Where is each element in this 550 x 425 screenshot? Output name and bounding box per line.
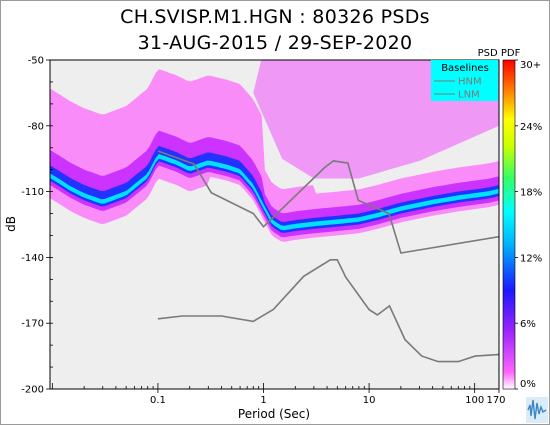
psd-density: [50, 60, 499, 242]
x-tick-label: 100: [465, 395, 484, 406]
y-tick-label: -50: [28, 56, 44, 67]
colorbar: [502, 59, 516, 390]
plot-border: [49, 59, 500, 390]
y-tick-label: -80: [28, 121, 44, 132]
legend-hnm-label: HNM: [458, 77, 482, 88]
colorbar-tick-label: 12%: [520, 253, 542, 264]
x-tick-label: 0.1: [150, 395, 166, 406]
x-tick-label: 10: [363, 395, 376, 406]
colorbar-tick-label: 24%: [520, 122, 542, 133]
x-tick-label: 170: [486, 395, 505, 406]
density-band-peak: [50, 154, 499, 231]
y-tick-label: -200: [21, 385, 44, 396]
x-axis-label: Period (Sec): [238, 407, 310, 421]
y-tick-label: -140: [21, 253, 44, 264]
colorbar-tick-label: 0%: [520, 379, 536, 390]
colorbar-tick-label: 18%: [520, 188, 542, 199]
y-axis-label: dB: [4, 216, 18, 232]
colorbar-tick-label: 30+: [520, 60, 541, 71]
y-tick-label: -110: [21, 187, 44, 198]
nhnm-line: [157, 150, 499, 254]
legend: Baselines HNM LNM: [431, 60, 498, 101]
logo-icon: [526, 397, 548, 423]
colorbar-tick-label: 6%: [520, 319, 536, 330]
nlnm-line: [157, 259, 499, 363]
chart-title: CH.SVISP.M1.HGN : 80326 PSDs: [120, 6, 430, 28]
colorbar-title: PSD PDF: [478, 48, 521, 59]
x-tick-label: 1: [260, 395, 266, 406]
legend-title: Baselines: [441, 63, 489, 74]
y-tick-label: -170: [21, 319, 44, 330]
chart-subtitle: 31-AUG-2015 / 29-SEP-2020: [137, 32, 413, 54]
legend-lnm-label: LNM: [458, 90, 480, 101]
